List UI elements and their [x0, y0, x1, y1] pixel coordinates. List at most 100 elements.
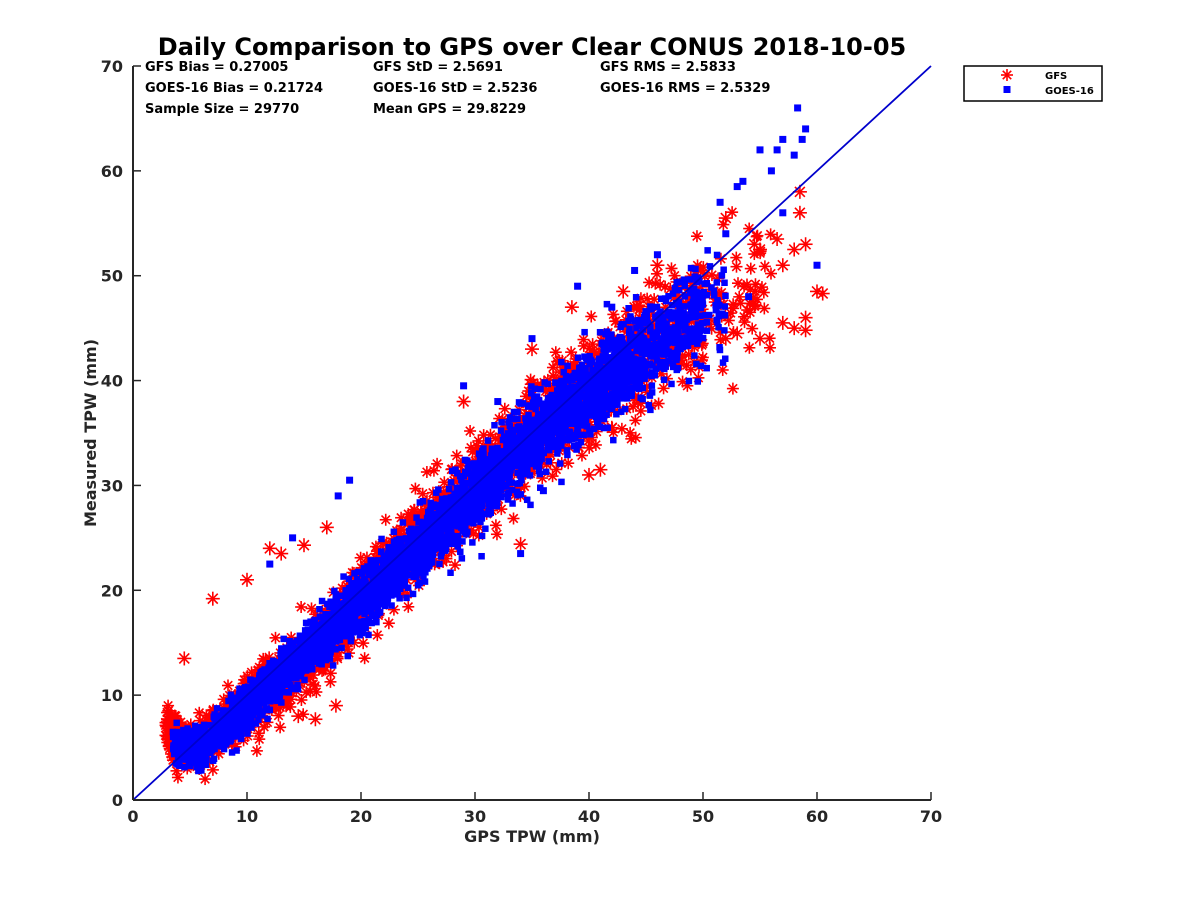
goes16-point	[420, 572, 427, 580]
gfs-point	[650, 258, 665, 273]
goes16-point	[329, 662, 337, 669]
gfs-point	[744, 262, 757, 275]
goes16-point	[564, 362, 571, 370]
goes16-point	[694, 340, 701, 347]
goes16-point	[460, 473, 468, 480]
gfs-point	[738, 280, 751, 293]
gfs-point	[668, 269, 681, 282]
goes16-point	[341, 592, 348, 600]
goes16-point	[681, 293, 689, 300]
goes16-point	[602, 373, 610, 381]
goes16-point	[227, 691, 235, 699]
goes16-point	[610, 436, 617, 444]
goes16-point	[653, 352, 660, 360]
goes16-point	[362, 566, 369, 574]
goes16-point	[344, 652, 352, 660]
goes16-point	[582, 416, 590, 424]
gfs-point	[546, 470, 559, 483]
goes16-point	[508, 452, 516, 459]
goes16-point	[293, 674, 300, 682]
gfs-point	[565, 346, 578, 359]
goes16-point	[441, 541, 449, 548]
gfs-point	[177, 651, 192, 666]
goes16-point	[703, 364, 710, 372]
goes16-point	[185, 757, 193, 765]
gfs-point	[328, 698, 343, 713]
gfs-point	[629, 414, 642, 427]
goes16-point	[337, 592, 345, 599]
goes16-point	[464, 464, 472, 472]
goes16-point	[437, 529, 445, 536]
goes16-point	[309, 620, 316, 628]
goes16-point	[694, 378, 702, 385]
goes16-point	[522, 415, 529, 422]
goes16-point	[542, 468, 550, 476]
gfs-point	[755, 281, 768, 294]
goes16-point	[627, 337, 634, 345]
gfs-point	[222, 679, 235, 692]
chart-title: Daily Comparison to GPS over Clear CONUS…	[158, 33, 906, 61]
gfs-point	[193, 706, 206, 719]
goes16-point	[510, 415, 517, 423]
goes16-point	[288, 674, 296, 681]
goes16-point	[364, 593, 371, 600]
goes16-point	[318, 597, 326, 605]
gfs-point	[427, 464, 440, 477]
goes16-point	[713, 251, 721, 259]
goes16-point	[478, 515, 486, 522]
goes16-point	[701, 280, 709, 287]
gfs-point	[616, 284, 631, 299]
goes16-point	[451, 534, 458, 542]
goes16-point	[625, 305, 632, 312]
goes16-point	[239, 721, 247, 728]
gfs-point	[295, 600, 308, 613]
gfs-point	[297, 538, 311, 553]
goes16-point	[451, 490, 458, 498]
goes16-point	[567, 397, 575, 404]
gfs-point	[448, 559, 461, 572]
goes16-point	[699, 334, 707, 342]
goes16-point	[364, 563, 371, 570]
goes16-point	[209, 757, 217, 764]
goes16-point	[494, 444, 501, 452]
goes16-point	[695, 333, 703, 341]
goes16-point	[388, 602, 395, 609]
gfs-point	[744, 306, 757, 319]
goes16-point	[473, 501, 481, 508]
goes16-point	[331, 607, 339, 614]
goes16-point	[626, 325, 633, 333]
goes16-point	[314, 653, 321, 661]
goes16-point	[294, 681, 301, 689]
goes16-point	[508, 486, 516, 494]
goes16-point	[656, 340, 664, 348]
goes16-point	[483, 474, 490, 481]
goes16-point	[318, 661, 325, 668]
goes16-point	[236, 685, 243, 692]
goes16-point	[545, 458, 552, 465]
goes16-point	[592, 400, 600, 408]
gfs-point	[319, 520, 334, 535]
goes16-point	[485, 491, 493, 499]
goes16-point	[504, 496, 512, 503]
goes16-point	[278, 699, 285, 706]
goes16-point	[645, 401, 652, 409]
gfs-point	[633, 299, 646, 312]
goes16-point	[308, 665, 316, 673]
goes16-point	[186, 762, 194, 770]
gfs-point	[657, 382, 670, 395]
gfs-point	[162, 699, 175, 712]
goes16-point	[558, 442, 565, 449]
goes16-point	[602, 368, 609, 376]
goes16-point	[690, 338, 698, 346]
goes16-point	[604, 424, 612, 431]
goes16-point	[600, 389, 607, 396]
goes16-point	[396, 595, 403, 602]
goes16-point	[490, 499, 497, 506]
goes16-point	[635, 385, 643, 393]
gfs-point	[615, 422, 628, 435]
gfs-point	[262, 541, 277, 556]
gfs-point	[205, 591, 220, 606]
goes16-point	[626, 341, 634, 348]
goes16-point	[227, 716, 234, 724]
goes16-point	[372, 560, 380, 567]
